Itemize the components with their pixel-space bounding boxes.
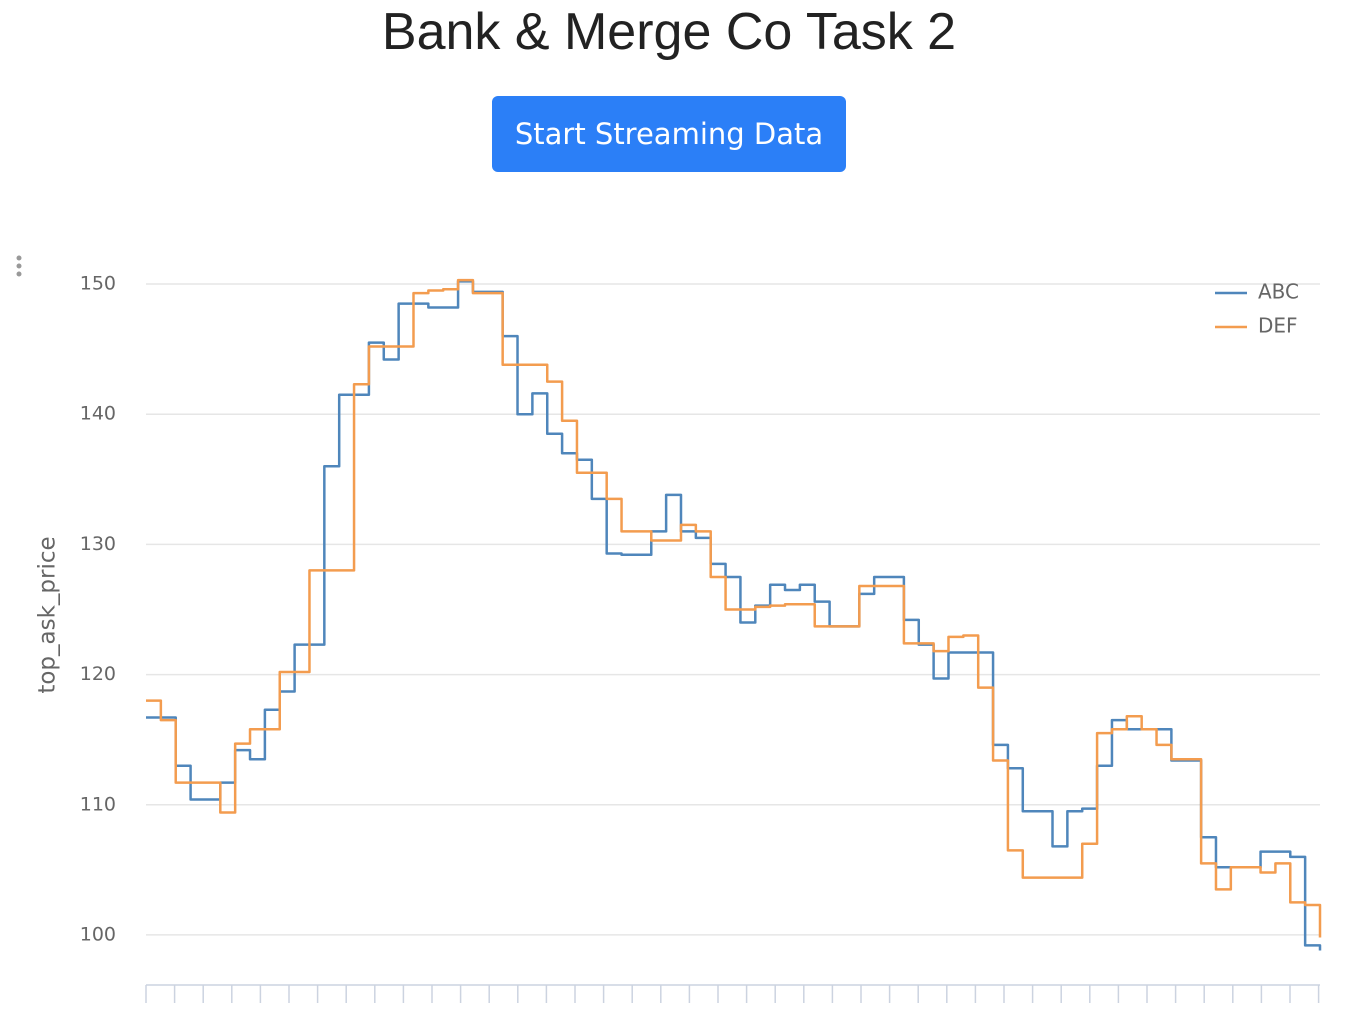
y-tick-label: 120	[80, 663, 116, 685]
y-tick-label: 140	[80, 403, 116, 425]
start-streaming-button[interactable]: Start Streaming Data	[492, 96, 846, 172]
menu-dot[interactable]	[16, 255, 22, 261]
legend-label: DEF	[1258, 314, 1298, 338]
line-abc	[146, 280, 1322, 951]
y-tick-label: 130	[80, 533, 116, 555]
y-tick-label: 110	[80, 793, 116, 815]
menu-dot[interactable]	[16, 263, 22, 269]
menu-dot[interactable]	[16, 271, 22, 277]
legend-label: ABC	[1258, 280, 1299, 304]
y-axis-label: top_ask_price	[35, 536, 61, 693]
page-title: Bank & Merge Co Task 2	[381, 3, 957, 61]
line-def	[146, 278, 1322, 938]
y-tick-label: 100	[80, 923, 116, 945]
y-tick-label: 150	[80, 273, 116, 295]
